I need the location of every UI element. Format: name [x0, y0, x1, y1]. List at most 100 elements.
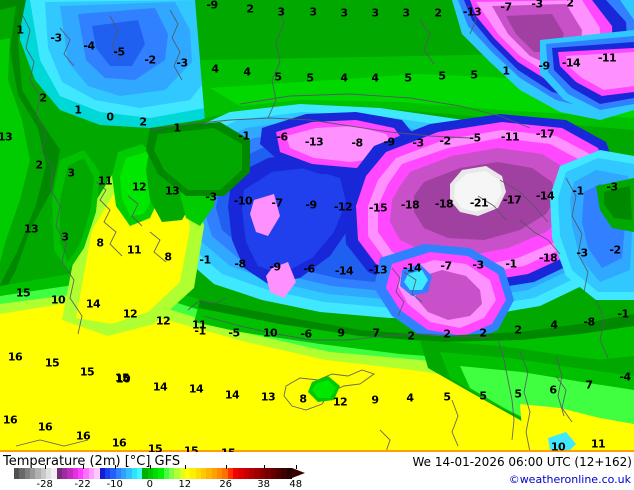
map-temperature-label: -6: [300, 327, 312, 341]
color-scale-swatch: [56, 468, 63, 479]
map-temperature-label: 12: [155, 314, 171, 328]
color-scale-tickmark: [44, 465, 46, 469]
map-temperature-label: -1: [505, 257, 517, 271]
map-temperature-label: -8: [234, 257, 246, 271]
map-temperature-label: -4: [619, 370, 631, 384]
map-temperature-label: -1: [199, 253, 211, 267]
color-scale-swatch: [83, 468, 89, 479]
map-temperature-label: 5: [306, 71, 314, 85]
map-temperature-label: 5: [404, 71, 412, 85]
map-temperature-label: 16: [7, 350, 23, 364]
map-temperature-label: -3: [606, 180, 618, 194]
map-temperature-label: -13: [368, 263, 388, 277]
map-temperature-label: -6: [303, 262, 315, 276]
color-scale-swatch: [67, 468, 73, 479]
map-temperature-label: -14: [402, 261, 422, 275]
map-temperature-label: 11: [97, 174, 113, 188]
map-temperature-label: 14: [224, 388, 240, 402]
map-temperature-label: 2: [39, 91, 47, 105]
map-temperature-label: -14: [535, 189, 555, 203]
map-temperature-label: 3: [371, 6, 379, 20]
color-scale-swatch: [281, 468, 287, 479]
map-temperature-label: 10: [50, 293, 66, 307]
map-temperature-label: 16: [75, 429, 91, 443]
map-temperature-label: 6: [549, 383, 557, 397]
map-temperature-label: 4: [371, 71, 379, 85]
map-temperature-label: -8: [583, 315, 595, 329]
color-scale-swatch: [179, 468, 185, 479]
forecast-timestamp: We 14-01-2026 06:00 UTC (12+162): [412, 455, 632, 469]
map-temperature-label: 7: [585, 378, 593, 392]
map-temperature-label: 5: [479, 389, 487, 403]
color-scale-swatch: [152, 468, 159, 479]
color-scale-swatch: [217, 468, 223, 479]
map-temperature-label: 13: [23, 222, 39, 236]
map-temperature-label: 10: [550, 440, 566, 453]
copyright-link[interactable]: ©weatheronline.co.uk: [508, 473, 631, 486]
temperature-map[interactable]: -3 -4 -5 -2 -3 -9 2 3 3 3 3 3 -13 -7 -3 2 1 13 2 1 0 2 1 4 4 5 5 4 4…: [0, 0, 634, 452]
map-temperature-label: 3: [67, 166, 75, 180]
color-scale-swatch: [286, 468, 292, 479]
map-temperature-label: 12: [332, 395, 348, 409]
map-temperature-label: 2: [407, 329, 415, 343]
map-temperature-label: 11: [126, 243, 142, 257]
map-temperature-label: 8: [299, 392, 307, 406]
color-scale-swatch: [190, 468, 196, 479]
map-temperature-label: -5: [228, 326, 240, 340]
map-temperature-label: -11: [597, 51, 617, 65]
color-scale-swatch: [211, 468, 218, 479]
color-scale-swatch: [115, 468, 121, 479]
map-temperature-label: -2: [439, 134, 451, 148]
map-temperature-label: 15: [183, 444, 199, 453]
map-temperature-label: 15: [15, 286, 31, 300]
map-temperature-label: -1: [572, 184, 584, 198]
color-scale-swatch: [174, 468, 180, 479]
color-scale-swatch: [275, 468, 282, 479]
map-temperature-label: 11: [191, 318, 207, 332]
map-temperature-label: 3: [61, 230, 69, 244]
map-temperature-label: 4: [211, 62, 219, 76]
map-temperature-label: -1: [617, 307, 629, 321]
map-temperature-label: 10: [262, 326, 278, 340]
map-temperature-label: 1: [74, 103, 82, 117]
color-scale-swatch: [78, 468, 84, 479]
color-scale-swatch: [243, 468, 250, 479]
map-temperature-label: 3: [402, 6, 410, 20]
color-scale-swatch: [265, 468, 271, 479]
map-temperature-label: -10: [233, 194, 253, 208]
map-temperature-label: -17: [535, 127, 555, 141]
map-temperature-label: -9: [206, 0, 218, 12]
map-temperature-label: 15: [79, 365, 95, 379]
color-scale-tickmark: [263, 465, 265, 469]
map-temperature-label: 11: [590, 437, 606, 451]
map-temperature-label: -2: [609, 243, 621, 257]
map-temperature-label: -9: [305, 198, 317, 212]
map-temperature-label: -13: [304, 135, 324, 149]
map-temperature-label: 3: [277, 5, 285, 19]
color-scale-swatch: [254, 468, 260, 479]
color-scale-tick-label: 26: [219, 479, 233, 490]
color-scale-swatch: [120, 468, 127, 479]
map-temperature-label: -3: [531, 0, 543, 11]
page-title: Temperature (2m) [°C] GFS: [3, 454, 181, 469]
map-temperature-label: -18: [434, 197, 454, 211]
color-scale-swatch: [238, 468, 244, 479]
map-temperature-label: 5: [274, 70, 282, 84]
color-scale-swatch: [24, 468, 31, 479]
color-scale-swatch: [147, 468, 153, 479]
map-temperature-label: 2: [514, 323, 522, 337]
temperature-color-scale[interactable]: -28 -22 -10 0 12 26 38 48: [14, 465, 306, 490]
color-scale-swatch: [233, 468, 239, 479]
map-temperature-label: -11: [500, 130, 520, 144]
color-scale-swatch: [126, 468, 132, 479]
map-temperature-label: 1: [502, 64, 510, 78]
map-temperature-label: 3: [309, 5, 317, 19]
color-scale-swatch: [131, 468, 137, 479]
map-temperature-label: -7: [500, 0, 512, 14]
map-temperature-label: -2: [144, 53, 156, 67]
map-temperature-label: -6: [276, 130, 288, 144]
map-temperature-label: 13: [0, 130, 13, 144]
map-temperature-label: 15: [221, 448, 236, 453]
color-scale-swatch: [35, 468, 41, 479]
color-scale-swatch: [270, 468, 276, 479]
